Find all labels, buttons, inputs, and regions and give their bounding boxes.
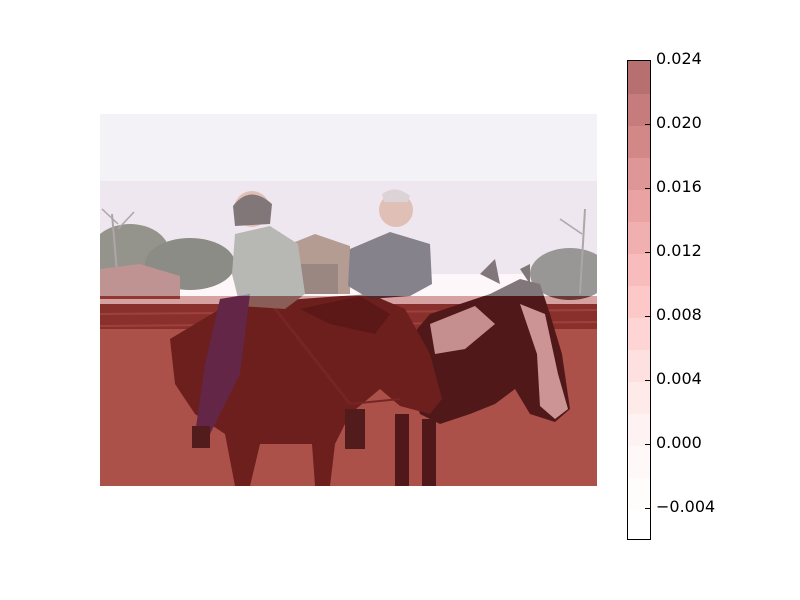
colorbar-band — [628, 317, 650, 350]
colorbar-tick-label: 0.020 — [656, 113, 702, 132]
colorbar-band — [628, 509, 650, 539]
colorbar-tick-mark — [645, 444, 651, 445]
colorbar-tick-label: 0.012 — [656, 241, 702, 260]
colorbar-band — [628, 285, 650, 318]
colorbar-tick-label: 0.004 — [656, 369, 702, 388]
colorbar-band — [628, 221, 650, 254]
woman-rider — [192, 191, 305, 448]
colorbar-tick-label: 0.016 — [656, 177, 702, 196]
colorbar-tick-mark — [645, 252, 651, 253]
man-rider — [345, 189, 432, 449]
barn-left — [100, 264, 180, 299]
colorbar-tick-label: 0.008 — [656, 305, 702, 324]
overlay-photo — [100, 114, 597, 486]
colorbar-band — [628, 253, 650, 286]
colorbar-tick-mark — [645, 188, 651, 189]
colorbar-band — [628, 445, 650, 478]
colorbar-band — [628, 157, 650, 190]
heatmap-row-lower — [100, 296, 597, 486]
colorbar-band — [628, 61, 650, 94]
colorbar-tick-label: −0.004 — [656, 497, 716, 516]
heatmap-row-upper-middle — [100, 181, 597, 296]
colorbar-band — [628, 413, 650, 446]
colorbar-band — [628, 381, 650, 414]
colorbar-tick-mark — [645, 316, 651, 317]
colorbar-band — [628, 477, 650, 510]
colorbar — [627, 60, 651, 540]
photo-scene — [100, 114, 597, 486]
heatmap-row-top — [100, 114, 597, 181]
colorbar-tick-mark — [645, 380, 651, 381]
colorbar-band — [628, 189, 650, 222]
colorbar-tick-mark — [645, 124, 651, 125]
colorbar-band — [628, 349, 650, 382]
colorbar-band — [628, 125, 650, 158]
colorbar-tick-label: 0.000 — [656, 433, 702, 452]
colorbar-tick-mark — [645, 60, 651, 61]
colorbar-band — [628, 93, 650, 126]
colorbar-tick-label: 0.024 — [656, 49, 702, 68]
tree-line-right — [530, 208, 597, 300]
pinto-horse — [395, 259, 570, 486]
colorbar-tick-mark — [645, 508, 651, 509]
